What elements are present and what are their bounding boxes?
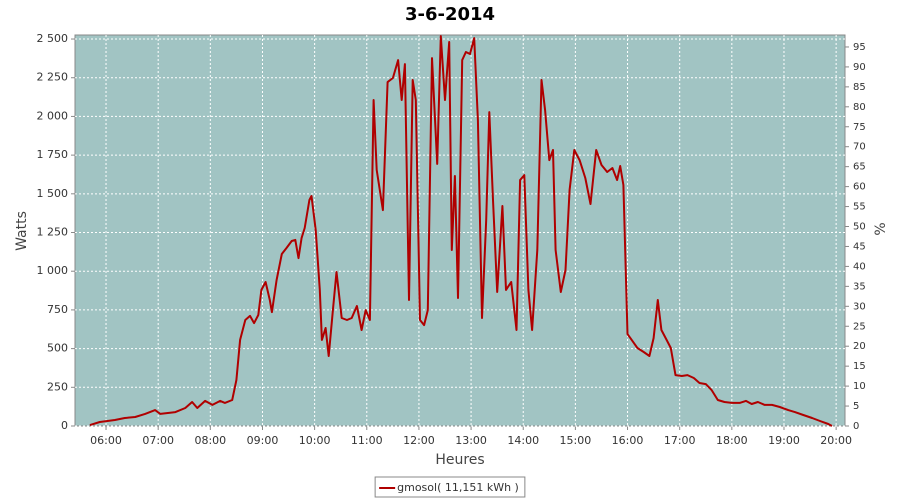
y-tick-label: 2 250	[37, 71, 69, 84]
x-tick-label: 15:00	[560, 434, 592, 447]
y-tick-label: 1 750	[37, 148, 69, 161]
y2-tick-label: 85	[853, 82, 866, 93]
y2-tick-label: 55	[853, 202, 866, 213]
y2-tick-label: 45	[853, 241, 866, 252]
y2-tick-label: 35	[853, 281, 866, 292]
y2-tick-label: 30	[853, 301, 866, 312]
y-tick-label: 1 500	[37, 187, 69, 200]
x-axis-title: Heures	[435, 452, 484, 468]
y2-tick-label: 70	[853, 142, 866, 153]
x-tick-label: 08:00	[194, 434, 226, 447]
y-tick-label: 250	[47, 380, 68, 393]
x-tick-label: 09:00	[247, 434, 279, 447]
x-tick-label: 18:00	[716, 434, 748, 447]
y2-tick-label: 10	[853, 381, 866, 392]
y2-tick-label: 40	[853, 261, 866, 272]
y-tick-label: 1 000	[37, 264, 69, 277]
x-tick-label: 06:00	[90, 434, 122, 447]
y2-tick-label: 5	[853, 401, 859, 412]
y-tick-label: 500	[47, 342, 68, 355]
x-tick-label: 07:00	[142, 434, 174, 447]
chart-title: 3-6-2014	[405, 4, 495, 25]
legend-label: gmosol( 11,151 kWh )	[397, 481, 519, 494]
y2-tick-label: 60	[853, 182, 866, 193]
y-tick-label: 2 500	[37, 32, 69, 45]
y-tick-label: 0	[61, 419, 68, 432]
x-tick-label: 13:00	[455, 434, 487, 447]
y-axis-title: Watts	[14, 211, 30, 251]
y-tick-label: 2 000	[37, 109, 69, 122]
y2-tick-label: 50	[853, 222, 866, 233]
x-tick-label: 19:00	[768, 434, 800, 447]
legend-box	[374, 476, 526, 498]
y2-tick-label: 95	[853, 42, 866, 53]
y2-tick-label: 15	[853, 361, 866, 372]
y2-tick-label: 65	[853, 162, 866, 173]
data-line	[89, 35, 833, 427]
x-tick-label: 14:00	[507, 434, 539, 447]
y2-tick-label: 75	[853, 122, 866, 133]
y2-tick-label: 90	[853, 62, 866, 73]
x-tick-label: 16:00	[612, 434, 644, 447]
y2-tick-label: 25	[853, 321, 866, 332]
y2-tick-label: 80	[853, 102, 866, 113]
x-tick-label: 12:00	[403, 434, 435, 447]
x-tick-label: 20:00	[820, 434, 852, 447]
x-tick-label: 10:00	[299, 434, 331, 447]
y2-tick-label: 20	[853, 341, 866, 352]
y2-tick-label: 0	[853, 421, 859, 432]
y-tick-label: 750	[47, 303, 68, 316]
x-tick-label: 11:00	[351, 434, 383, 447]
x-tick-label: 17:00	[664, 434, 696, 447]
y2-axis-title: %	[873, 222, 889, 235]
y-tick-label: 1 250	[37, 226, 69, 239]
